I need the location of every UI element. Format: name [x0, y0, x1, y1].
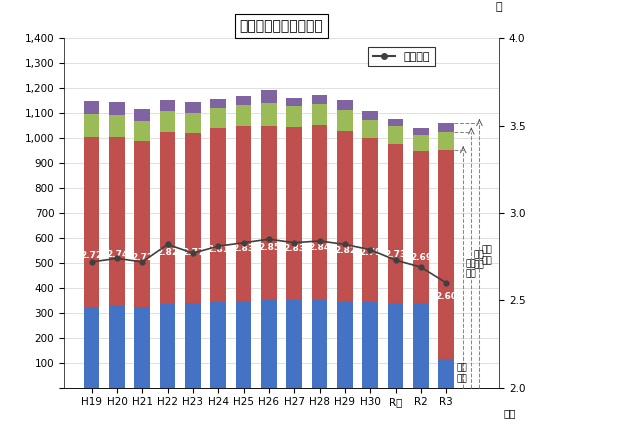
Bar [109, 137, 125, 305]
Bar [109, 102, 125, 115]
Text: 2.73: 2.73 [385, 250, 406, 259]
Text: 倍: 倍 [496, 2, 502, 12]
Bar [312, 104, 328, 125]
Bar [84, 307, 99, 388]
Text: 入学
者数: 入学 者数 [456, 364, 467, 383]
Bar [438, 150, 454, 359]
Text: 2.81: 2.81 [207, 245, 229, 254]
Bar [388, 119, 403, 126]
Bar [438, 123, 454, 132]
Bar [211, 128, 226, 302]
Title: 志願者数等と志願倍率: 志願者数等と志願倍率 [240, 19, 323, 33]
Bar [261, 90, 276, 104]
Text: 合格
者数: 合格 者数 [465, 259, 476, 279]
Bar [211, 302, 226, 388]
Bar [388, 126, 403, 144]
Bar [337, 301, 353, 388]
Bar [413, 303, 429, 388]
Bar [261, 126, 276, 300]
Bar [337, 100, 353, 110]
Bar [134, 109, 150, 121]
Bar [362, 120, 378, 138]
Bar [134, 307, 150, 388]
Text: 2.83: 2.83 [284, 244, 305, 253]
Bar [134, 141, 150, 307]
Bar [362, 302, 378, 388]
Bar [287, 98, 302, 106]
Text: 2.84: 2.84 [308, 243, 331, 252]
Bar [160, 132, 175, 304]
Bar [109, 305, 125, 388]
Bar [261, 104, 276, 126]
Bar [362, 111, 378, 120]
Bar [438, 132, 454, 150]
Bar [287, 106, 302, 127]
Text: 志願
者数: 志願 者数 [481, 246, 492, 265]
Bar [438, 359, 454, 388]
Bar [160, 100, 175, 111]
Bar [413, 151, 429, 303]
Bar [413, 128, 429, 135]
Bar [413, 135, 429, 151]
Bar [236, 96, 252, 105]
Text: 2.83: 2.83 [232, 244, 255, 253]
Text: 2.85: 2.85 [258, 243, 280, 252]
Bar [84, 138, 99, 307]
Bar [312, 299, 328, 388]
Bar [236, 301, 252, 388]
Text: 2.72: 2.72 [81, 251, 103, 260]
Bar [211, 100, 226, 108]
Bar [134, 121, 150, 141]
Bar [312, 95, 328, 104]
Bar [185, 102, 201, 113]
Text: 2.82: 2.82 [334, 246, 356, 255]
Text: 2.69: 2.69 [410, 253, 432, 262]
Text: 2.60: 2.60 [435, 292, 457, 301]
Text: 受験
者数: 受験 者数 [474, 250, 484, 269]
Bar [337, 131, 353, 301]
Bar [236, 126, 252, 301]
Bar [185, 113, 201, 132]
Bar [362, 138, 378, 302]
Text: 2.82: 2.82 [157, 248, 179, 257]
Bar [388, 144, 403, 302]
Text: 2.74: 2.74 [106, 250, 128, 259]
Bar [160, 111, 175, 132]
Text: 2.72: 2.72 [131, 253, 154, 262]
Bar [211, 108, 226, 128]
Bar [185, 132, 201, 303]
Bar [261, 300, 276, 388]
Bar [185, 303, 201, 388]
Bar [84, 115, 99, 138]
Bar [388, 302, 403, 388]
Bar [287, 300, 302, 388]
Bar [287, 127, 302, 300]
Bar [337, 110, 353, 131]
Bar [236, 105, 252, 126]
Bar [160, 304, 175, 388]
Text: 2.79: 2.79 [359, 248, 381, 257]
Bar [312, 125, 328, 299]
Legend: 志願倍率: 志願倍率 [369, 47, 435, 66]
Bar [84, 101, 99, 115]
Bar [109, 115, 125, 137]
Text: 年度: 年度 [504, 409, 516, 419]
Text: 2.77: 2.77 [182, 248, 204, 256]
